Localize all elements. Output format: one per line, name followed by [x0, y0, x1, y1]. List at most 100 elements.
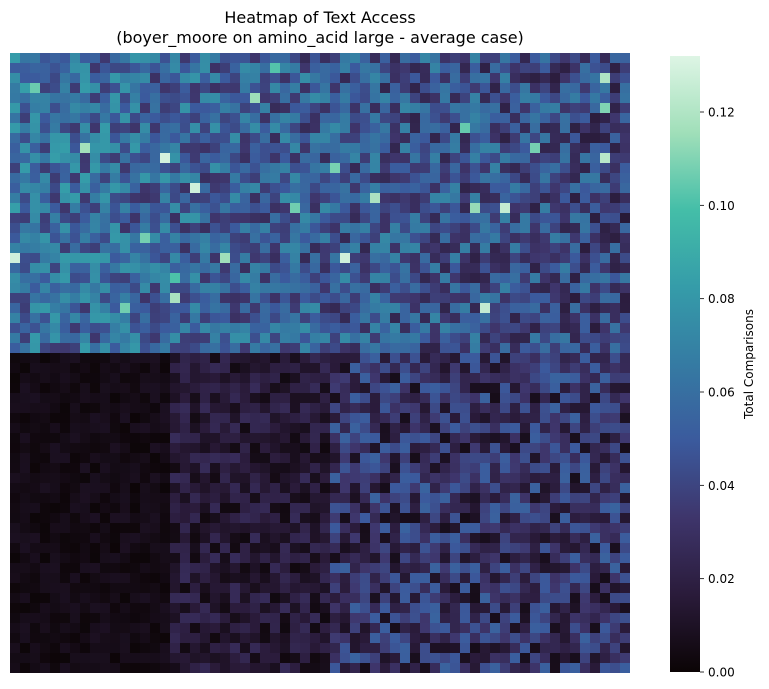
- heatmap-cell: [390, 263, 401, 274]
- heatmap-cell: [20, 83, 31, 94]
- heatmap-cell: [70, 183, 81, 194]
- heatmap-cell: [130, 73, 141, 84]
- heatmap-cell: [490, 533, 501, 544]
- heatmap-cell: [440, 403, 451, 414]
- heatmap-cell: [180, 593, 191, 604]
- heatmap-cell: [480, 393, 491, 404]
- heatmap-cell: [580, 323, 591, 334]
- heatmap-cell: [270, 213, 281, 224]
- heatmap-cell: [260, 143, 271, 154]
- heatmap-cell: [90, 373, 101, 384]
- heatmap-cell: [490, 283, 501, 294]
- heatmap-cell: [70, 313, 81, 324]
- heatmap-cell: [200, 93, 211, 104]
- heatmap-cell: [20, 633, 31, 644]
- heatmap-cell: [240, 653, 251, 664]
- heatmap-cell: [170, 453, 181, 464]
- heatmap-cell: [390, 333, 401, 344]
- heatmap-cell: [220, 123, 231, 134]
- heatmap-cell: [610, 533, 621, 544]
- heatmap-cell: [450, 293, 461, 304]
- heatmap-cell: [120, 643, 131, 654]
- heatmap-cell: [620, 363, 630, 374]
- heatmap-cell: [60, 533, 71, 544]
- heatmap-cell: [470, 473, 481, 484]
- heatmap-cell: [250, 423, 261, 434]
- heatmap-cell: [20, 273, 31, 284]
- heatmap-cell: [450, 573, 461, 584]
- heatmap-cell: [130, 163, 141, 174]
- heatmap-cell: [120, 153, 131, 164]
- heatmap-cell: [80, 393, 91, 404]
- heatmap-cell: [480, 593, 491, 604]
- heatmap-cell: [390, 233, 401, 244]
- heatmap-cell: [250, 83, 261, 94]
- heatmap-cell: [350, 123, 361, 134]
- heatmap-cell: [30, 343, 41, 354]
- heatmap-cell: [290, 413, 301, 424]
- heatmap-cell: [180, 503, 191, 514]
- heatmap-cell: [390, 623, 401, 634]
- heatmap-cell: [230, 523, 241, 534]
- heatmap-cell: [550, 553, 561, 564]
- heatmap-cell: [560, 163, 571, 174]
- heatmap-cell: [550, 643, 561, 654]
- heatmap-cell: [330, 663, 341, 673]
- heatmap-cell: [330, 643, 341, 654]
- heatmap-cell: [520, 213, 531, 224]
- heatmap-cell: [620, 603, 630, 614]
- heatmap-cell: [90, 293, 101, 304]
- heatmap-cell: [190, 103, 201, 114]
- heatmap-cell: [230, 183, 241, 194]
- heatmap-cell: [510, 73, 521, 84]
- heatmap-cell: [540, 533, 551, 544]
- heatmap-cell: [360, 233, 371, 244]
- heatmap-cell: [550, 433, 561, 444]
- heatmap-cell: [420, 183, 431, 194]
- heatmap-cell: [290, 83, 301, 94]
- heatmap-cell: [320, 63, 331, 74]
- heatmap-cell: [30, 333, 41, 344]
- heatmap-cell: [350, 353, 361, 364]
- heatmap-cell: [320, 53, 331, 64]
- heatmap-cell: [370, 403, 381, 414]
- heatmap-cell: [140, 293, 151, 304]
- heatmap-cell: [390, 163, 401, 174]
- heatmap-cell: [50, 623, 61, 634]
- heatmap-cell: [350, 323, 361, 334]
- heatmap-cell: [370, 573, 381, 584]
- heatmap-cell: [590, 653, 601, 664]
- heatmap-cell: [460, 193, 471, 204]
- heatmap-cell: [110, 583, 121, 594]
- heatmap-cell: [210, 53, 221, 64]
- heatmap-cell: [600, 203, 611, 214]
- heatmap-cell: [60, 243, 71, 254]
- heatmap-cell: [100, 383, 111, 394]
- heatmap-cell: [500, 413, 511, 424]
- heatmap-cell: [430, 93, 441, 104]
- heatmap-cell: [60, 83, 71, 94]
- heatmap-cell: [220, 353, 231, 364]
- heatmap-cell: [300, 463, 311, 474]
- heatmap-cell: [10, 283, 21, 294]
- heatmap-cell: [300, 133, 311, 144]
- heatmap-cell: [550, 343, 561, 354]
- heatmap-cell: [330, 403, 341, 414]
- heatmap-cell: [440, 303, 451, 314]
- heatmap-cell: [470, 93, 481, 104]
- heatmap-cell: [520, 363, 531, 374]
- heatmap-cell: [50, 323, 61, 334]
- heatmap-cell: [610, 173, 621, 184]
- heatmap-cell: [540, 143, 551, 154]
- heatmap-cell: [230, 303, 241, 314]
- heatmap-cell: [490, 663, 501, 673]
- heatmap-cell: [30, 543, 41, 554]
- heatmap-cell: [280, 583, 291, 594]
- heatmap-cell: [200, 273, 211, 284]
- heatmap-cell: [130, 193, 141, 204]
- heatmap-cell: [540, 53, 551, 64]
- heatmap-cell: [240, 433, 251, 444]
- heatmap-cell: [390, 103, 401, 114]
- heatmap-cell: [100, 653, 111, 664]
- heatmap-cell: [200, 663, 211, 673]
